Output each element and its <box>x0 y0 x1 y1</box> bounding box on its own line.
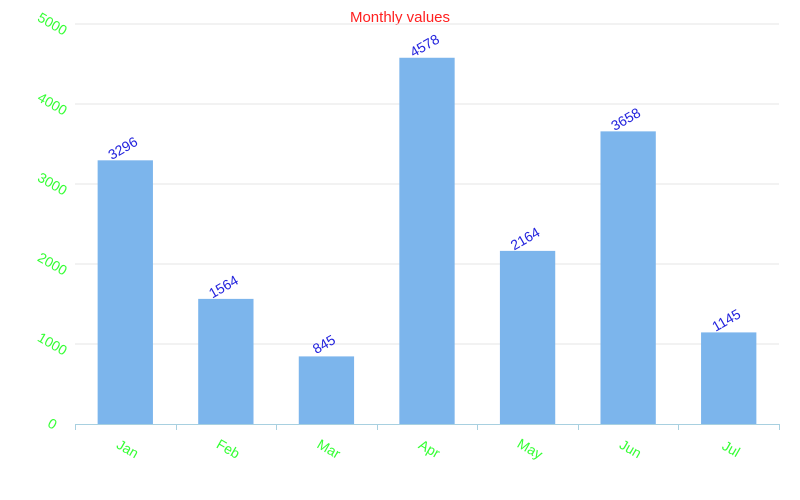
bars <box>97 57 757 425</box>
x-tick-label-jun: Jun <box>617 436 645 461</box>
data-label-may: 2164 <box>508 224 543 254</box>
data-label-apr: 4578 <box>407 31 442 61</box>
x-axis <box>75 424 780 430</box>
y-tick-label-0: 0 <box>45 415 60 433</box>
y-tick-label-1: 1000 <box>35 329 70 359</box>
bar-jun <box>600 131 656 425</box>
data-label-jul: 1145 <box>709 306 743 335</box>
bar-feb <box>198 298 254 424</box>
bar-jan <box>97 160 153 424</box>
x-tick-label-feb: Feb <box>214 436 243 462</box>
x-axis-tick-labels: Jan Feb Mar Apr May Jun Jul <box>114 435 743 462</box>
y-axis-tick-labels: 0 1000 2000 3000 4000 5000 <box>35 9 70 433</box>
chart-title: Monthly values <box>350 9 450 26</box>
y-tick-label-3: 3000 <box>35 169 70 199</box>
data-label-jan: 3296 <box>105 133 140 163</box>
x-tick-label-jan: Jan <box>114 436 142 461</box>
bar-may <box>499 250 556 424</box>
x-tick-label-jul: Jul <box>719 437 743 460</box>
bar-mar <box>298 356 355 424</box>
x-tick-label-apr: Apr <box>416 436 443 461</box>
y-tick-label-5: 5000 <box>35 9 70 39</box>
data-label-mar: 845 <box>310 331 338 357</box>
x-tick-label-may: May <box>515 435 546 462</box>
bar-apr <box>399 57 455 424</box>
y-tick-label-2: 2000 <box>35 249 70 279</box>
data-label-feb: 1564 <box>206 272 241 302</box>
data-label-jun: 3658 <box>608 104 643 134</box>
bar-jul <box>701 332 757 424</box>
y-tick-label-4: 4000 <box>35 89 70 119</box>
x-tick-label-mar: Mar <box>314 436 343 462</box>
